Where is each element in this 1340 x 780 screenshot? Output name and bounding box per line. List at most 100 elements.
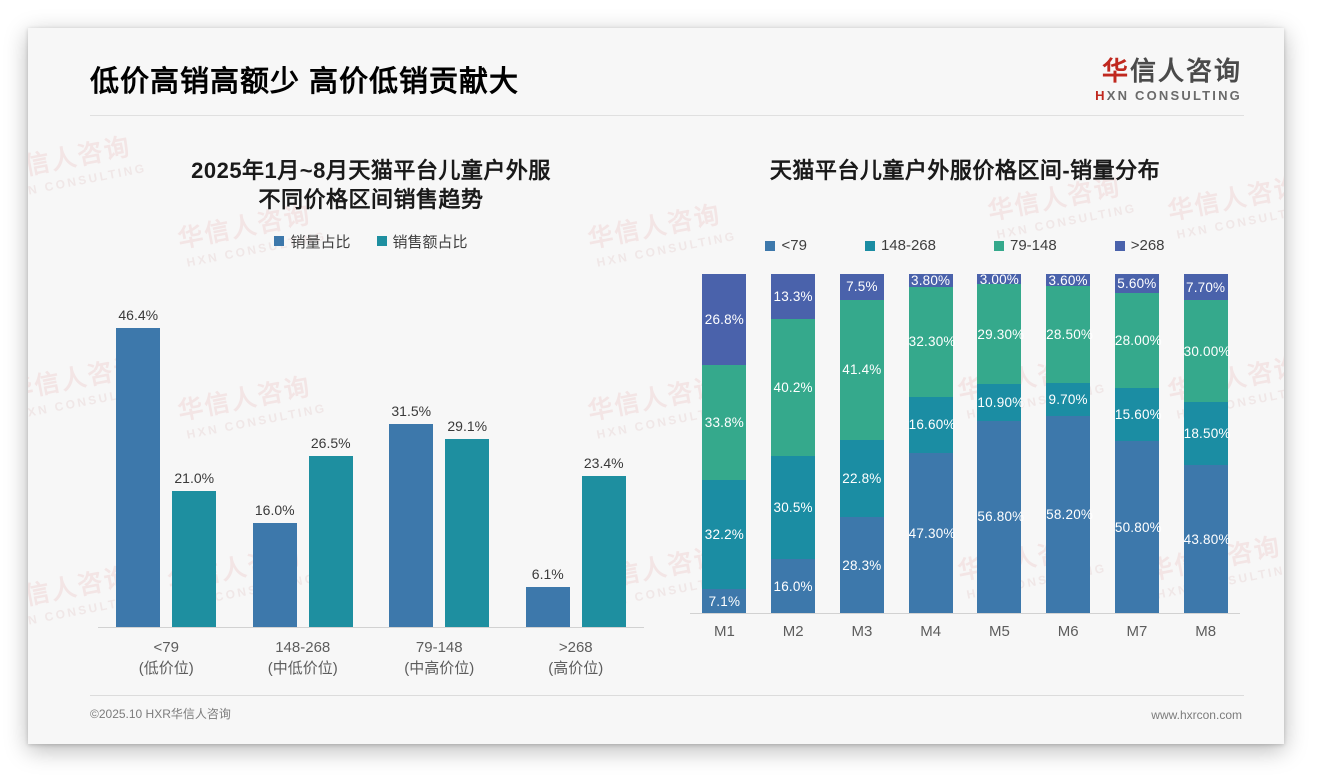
stack-segment[interactable]: 56.80% — [977, 420, 1025, 614]
stack-column: 13.3% 40.2% 30.5% 16.0% — [759, 274, 828, 614]
stack-segment[interactable]: 29.30% — [977, 284, 1025, 384]
stack-segment-label: 3.80% — [910, 273, 951, 289]
stack-segment-label: 29.30% — [977, 326, 1025, 342]
right-chart-plot: 26.8% 33.8% 32.2% 7.1% 13.3% 40.2% 30.5% 16.0% 7… — [690, 271, 1240, 615]
stack-segment[interactable]: 28.50% — [1046, 286, 1093, 384]
stack-segment-label: 3.60% — [1048, 272, 1088, 288]
stack-segment-label: 16.0% — [773, 578, 813, 594]
stack-segment[interactable]: 18.50% — [1183, 402, 1230, 465]
x-axis-label-tier: (低价位) — [138, 660, 194, 678]
bar[interactable] — [252, 523, 297, 627]
bar[interactable] — [172, 491, 217, 627]
bar-column[interactable]: 26.5% — [308, 278, 353, 627]
bar[interactable] — [525, 587, 570, 627]
stack-segment[interactable]: 28.00% — [1114, 293, 1162, 389]
bar[interactable] — [308, 455, 353, 627]
page-title: 低价高销高额少 高价低销贡献大 — [90, 66, 520, 98]
stack-segment[interactable]: 58.20% — [1046, 415, 1093, 614]
bar[interactable] — [389, 423, 434, 627]
x-axis-label-range: <79 — [153, 638, 179, 656]
legend-label: >268 — [1130, 237, 1165, 255]
stack-segment[interactable]: 9.70% — [1046, 383, 1091, 416]
stack-segment[interactable]: 13.3% — [771, 274, 816, 320]
bar-column[interactable]: 21.0% — [172, 278, 217, 627]
stack-segment[interactable]: 47.30% — [908, 452, 955, 614]
stack-segment-label: 40.2% — [773, 379, 813, 395]
stack-segment[interactable]: 16.60% — [908, 396, 956, 453]
stacked-bar[interactable]: 3.60% 28.50% 9.70% 58.20% — [1046, 272, 1093, 614]
stack-segment[interactable]: 10.90% — [977, 383, 1024, 421]
legend-swatch-icon — [994, 240, 1004, 251]
bar-column[interactable]: 29.1% — [445, 278, 490, 627]
stack-segment[interactable]: 40.2% — [771, 319, 816, 456]
left-chart-title: 2025年1月~8月天猫平台儿童户外服 不同价格区间销售趋势 — [76, 132, 666, 215]
stack-segment[interactable]: 32.2% — [702, 479, 747, 590]
stack-segment-label: 16.60% — [908, 417, 956, 433]
bar-group: 31.5% 29.1% — [371, 278, 508, 627]
right-legend-item-0[interactable]: <79 — [765, 237, 807, 254]
bar[interactable] — [581, 475, 626, 627]
stacked-bar[interactable]: 26.8% 33.8% 32.2% 7.1% — [702, 274, 747, 614]
stacked-bar[interactable]: 7.5% 41.4% 22.8% 28.3% — [839, 274, 884, 614]
left-chart-plot: 46.4% 21.0% 16.0% 26.5% 31.5% 29.1% 6.1% 23.4% — [98, 278, 644, 628]
stack-segment[interactable]: 32.30% — [908, 287, 955, 397]
bar[interactable] — [445, 439, 490, 627]
stack-segment[interactable]: 22.8% — [839, 440, 884, 518]
stacked-bar[interactable]: 13.3% 40.2% 30.5% 16.0% — [771, 274, 816, 614]
stacked-bar[interactable]: 7.70% 30.00% 18.50% 43.80% — [1183, 274, 1230, 614]
stack-segment-label: 30.5% — [773, 499, 813, 515]
stack-segment[interactable]: 50.80% — [1114, 441, 1162, 614]
stacked-bar[interactable]: 5.60% 28.00% 15.60% 50.80% — [1114, 274, 1162, 614]
stack-segment[interactable]: 7.1% — [702, 589, 747, 614]
stack-segment[interactable]: 43.80% — [1183, 464, 1230, 614]
stack-segment[interactable]: 5.60% — [1114, 274, 1159, 294]
stack-segment[interactable]: 28.3% — [839, 517, 884, 614]
stacked-bar[interactable]: 3.00% 29.30% 10.90% 56.80% — [977, 271, 1025, 614]
header-divider — [90, 115, 1244, 116]
stack-segment[interactable]: 26.8% — [702, 274, 747, 366]
legend-label: 79-148 — [1010, 237, 1057, 255]
bar-column[interactable]: 31.5% — [389, 278, 434, 627]
stack-segment[interactable]: 3.80% — [908, 273, 953, 289]
right-legend-item-1[interactable]: 148-268 — [864, 237, 936, 254]
stack-segment[interactable]: 3.00% — [977, 271, 1022, 287]
stack-segment-label: 26.8% — [704, 312, 745, 328]
x-axis-label: M6 — [1057, 623, 1079, 641]
stack-segment[interactable]: 7.5% — [839, 274, 884, 300]
stack-segment[interactable]: 33.8% — [702, 365, 747, 480]
stack-segment[interactable]: 16.0% — [771, 559, 816, 614]
x-axis-label: M4 — [920, 623, 942, 641]
stacked-bar[interactable]: 3.80% 32.30% 16.60% 47.30% — [908, 273, 956, 614]
stack-segment[interactable]: 41.4% — [839, 299, 884, 441]
bar-column[interactable]: 46.4% — [116, 278, 161, 627]
bar-column[interactable]: 6.1% — [525, 278, 570, 627]
stack-segment[interactable]: 30.00% — [1183, 300, 1230, 403]
footer-divider — [90, 695, 1244, 696]
stack-segment-label: 56.80% — [977, 509, 1025, 525]
right-legend-item-2[interactable]: 79-148 — [994, 237, 1057, 254]
right-legend-item-3[interactable]: >268 — [1114, 237, 1165, 255]
stack-segment-label: 3.00% — [979, 271, 1020, 287]
x-axis-label: M5 — [988, 623, 1010, 641]
logo-english-rest: XN CONSULTING — [1106, 88, 1242, 104]
x-axis-label-tier: (中高价位) — [404, 660, 475, 678]
left-legend-item-1[interactable]: 销售额占比 — [376, 231, 468, 252]
bar-value-label: 16.0% — [254, 502, 295, 519]
legend-label: 销售额占比 — [392, 233, 468, 251]
footer-website: www.hxrcon.com — [1151, 708, 1242, 722]
stack-segment[interactable]: 3.60% — [1046, 272, 1091, 288]
bar-column[interactable]: 23.4% — [581, 278, 626, 627]
bar[interactable] — [116, 327, 161, 627]
x-axis-label-range: 148-268 — [275, 638, 331, 656]
right-chart-legend: <79 148-268 79-148 >268 — [676, 237, 1254, 254]
stack-segment[interactable]: 15.60% — [1114, 388, 1162, 442]
x-axis-label: M2 — [782, 623, 804, 641]
bar-column[interactable]: 16.0% — [252, 278, 297, 627]
left-legend-item-0[interactable]: 销量占比 — [274, 231, 351, 252]
x-axis-label-tier: (中低价位) — [267, 660, 338, 678]
x-axis-label: 148-268 (中低价位) — [235, 637, 372, 681]
x-axis-label: M3 — [851, 623, 873, 641]
stack-segment[interactable]: 30.5% — [771, 455, 816, 560]
stack-segment[interactable]: 7.70% — [1183, 274, 1228, 301]
stack-segment-label: 28.3% — [842, 557, 882, 573]
